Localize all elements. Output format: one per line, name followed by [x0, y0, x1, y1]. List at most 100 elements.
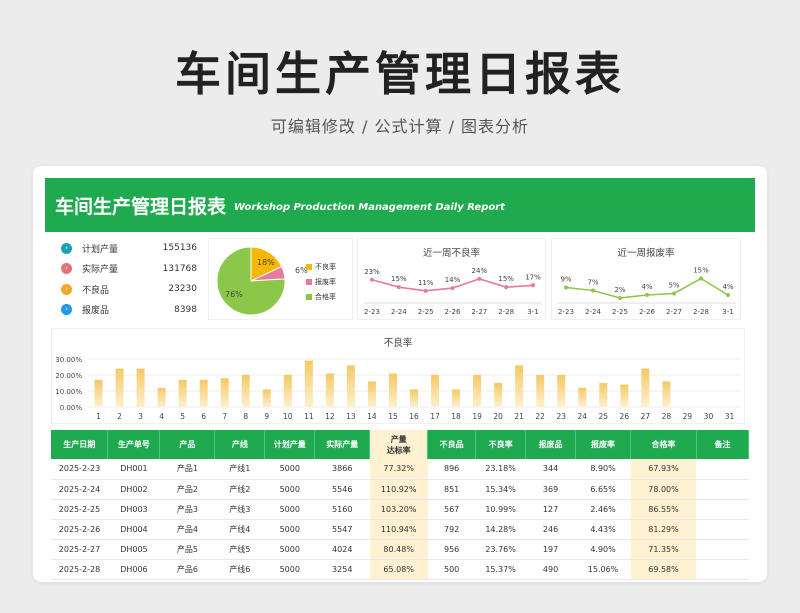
table-cell[interactable]: 5000	[264, 459, 315, 480]
table-cell[interactable]: 2025-2-25	[51, 499, 108, 520]
table-cell[interactable]: 369	[525, 479, 576, 500]
column-header[interactable]: 生产单号	[107, 430, 161, 459]
column-header[interactable]: 产品	[159, 430, 216, 459]
table-cell[interactable]: 5000	[264, 539, 315, 560]
table-cell[interactable]: 77.32%	[369, 459, 428, 480]
table-cell[interactable]: 产线1	[214, 459, 265, 480]
table-cell[interactable]: DH005	[107, 539, 160, 560]
table-cell[interactable]: 5000	[264, 499, 315, 520]
table-cell[interactable]: 110.94%	[369, 519, 428, 540]
table-cell[interactable]: 69.58%	[630, 559, 697, 580]
table-cell[interactable]: 110.92%	[369, 479, 428, 500]
column-header[interactable]: 产线	[214, 430, 266, 459]
table-cell[interactable]: 500	[427, 559, 476, 580]
table-cell[interactable]: 2025-2-23	[51, 459, 108, 480]
table-cell[interactable]: 23.76%	[475, 539, 526, 560]
table-cell[interactable]: 792	[427, 519, 476, 540]
table-cell[interactable]: 5000	[264, 479, 315, 500]
table-cell[interactable]: 65.08%	[369, 559, 428, 580]
column-header[interactable]: 不良率	[475, 430, 527, 459]
table-cell[interactable]: DH001	[107, 459, 160, 480]
data-point	[396, 285, 401, 290]
table-cell[interactable]: 896	[427, 459, 476, 480]
column-header[interactable]: 合格率	[630, 430, 697, 459]
table-cell[interactable]: 3254	[314, 559, 370, 580]
table-cell[interactable]: 127	[525, 499, 576, 520]
column-header[interactable]: 实际产量	[314, 430, 371, 459]
column-header[interactable]: 报废品	[525, 430, 577, 459]
table-cell[interactable]: 5547	[314, 519, 370, 540]
table-cell[interactable]: 产品3	[159, 499, 215, 520]
table-cell[interactable]	[696, 559, 749, 580]
table-cell[interactable]: 3866	[314, 459, 370, 480]
table-cell[interactable]: 86.55%	[630, 499, 697, 520]
table-cell[interactable]: 5546	[314, 479, 370, 500]
table-cell[interactable]: 5000	[264, 519, 315, 540]
table-cell[interactable]: 10.99%	[475, 499, 526, 520]
column-header[interactable]: 报废率	[575, 430, 632, 459]
table-cell[interactable]: 246	[525, 519, 576, 540]
table-cell[interactable]: 2.46%	[575, 499, 631, 520]
bar	[367, 381, 376, 407]
table-cell[interactable]: 15.06%	[575, 559, 631, 580]
table-cell[interactable]: 5000	[264, 559, 315, 580]
table-cell[interactable]: 103.20%	[369, 499, 428, 520]
table-cell[interactable]: 15.34%	[475, 479, 526, 500]
table-cell[interactable]: 78.00%	[630, 479, 697, 500]
table-cell[interactable]: 851	[427, 479, 476, 500]
table-cell[interactable]: 71.35%	[630, 539, 697, 560]
table-cell[interactable]: 15.37%	[475, 559, 526, 580]
table-cell[interactable]: 23.18%	[475, 459, 526, 480]
table-cell[interactable]: 2025-2-28	[51, 559, 108, 580]
table-cell[interactable]: 2025-2-27	[51, 539, 108, 560]
table-cell[interactable]: 4.43%	[575, 519, 631, 540]
table-cell[interactable]: 4.90%	[575, 539, 631, 560]
table-cell[interactable]	[696, 459, 749, 480]
table-cell[interactable]: 956	[427, 539, 476, 560]
table-cell[interactable]: 产线5	[214, 539, 265, 560]
table-cell[interactable]	[696, 539, 749, 560]
table-cell[interactable]: 67.93%	[630, 459, 697, 480]
table-cell[interactable]: 产线3	[214, 499, 265, 520]
column-header[interactable]: 不良品	[427, 430, 477, 459]
column-header[interactable]: 产量 达标率	[369, 430, 429, 459]
table-cell[interactable]: 4024	[314, 539, 370, 560]
table-cell[interactable]: 产品4	[159, 519, 215, 540]
stat-label: 计划产量	[82, 244, 119, 255]
table-cell[interactable]: DH004	[107, 519, 160, 540]
table-cell[interactable]: 产线2	[214, 479, 265, 500]
column-header[interactable]: 备注	[696, 430, 750, 459]
table-cell[interactable]	[696, 499, 749, 520]
table-cell[interactable]: 产品1	[159, 459, 215, 480]
table-cell[interactable]	[696, 479, 749, 500]
bar	[262, 389, 271, 407]
table-cell[interactable]: 2025-2-26	[51, 519, 108, 540]
table-cell[interactable]: 567	[427, 499, 476, 520]
table-cell[interactable]: 80.48%	[369, 539, 428, 560]
table-cell[interactable]: DH002	[107, 479, 160, 500]
stat-row: › 实际产量 131768	[51, 259, 206, 280]
table-cell[interactable]: 5160	[314, 499, 370, 520]
table-cell[interactable]: 6.65%	[575, 479, 631, 500]
table-cell[interactable]: 81.29%	[630, 519, 697, 540]
chevron-right-icon: ›	[61, 263, 72, 275]
table-cell[interactable]	[696, 519, 749, 540]
column-header[interactable]: 生产日期	[51, 430, 109, 459]
legend-item: 不良率	[306, 259, 336, 274]
table-cell[interactable]: 产品6	[159, 559, 215, 580]
table-cell[interactable]: 产线6	[214, 559, 265, 580]
data-point	[645, 293, 649, 297]
table-cell[interactable]: DH003	[107, 499, 160, 520]
table-cell[interactable]: 产品2	[159, 479, 215, 500]
table-cell[interactable]: 344	[525, 459, 576, 480]
table-cell[interactable]: 产线4	[214, 519, 265, 540]
x-tick-label: 16	[409, 412, 419, 421]
column-header[interactable]: 计划产量	[264, 430, 316, 459]
table-cell[interactable]: 2025-2-24	[51, 479, 108, 500]
table-cell[interactable]: 14.28%	[475, 519, 526, 540]
table-cell[interactable]: 产品5	[159, 539, 215, 560]
table-cell[interactable]: DH006	[107, 559, 160, 580]
table-cell[interactable]: 490	[525, 559, 576, 580]
table-cell[interactable]: 197	[525, 539, 576, 560]
table-cell[interactable]: 8.90%	[575, 459, 631, 480]
